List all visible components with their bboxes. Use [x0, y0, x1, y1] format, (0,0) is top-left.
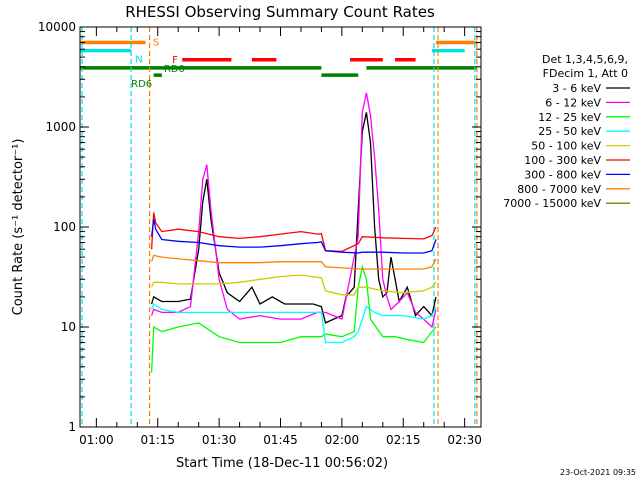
legend-label: 50 - 100 keV [531, 140, 601, 153]
y-tick-label: 10 [61, 320, 76, 334]
legend-header-line1: Det 1,3,4,5,6,9, [542, 53, 628, 66]
legend-label: 3 - 6 keV [552, 82, 601, 95]
legend-label: 7000 - 15000 keV [503, 197, 601, 210]
legend-label: 12 - 25 keV [538, 111, 601, 124]
x-axis: 01:00 01:15 01:30 01:45 02:00 02:15 02:30 [79, 27, 482, 447]
x-tick-label: 01:00 [79, 433, 114, 447]
x-tick-label: 02:00 [325, 433, 360, 447]
x-tick-label: 02:15 [386, 433, 421, 447]
series-line-6-12-kev [150, 92, 437, 329]
footer-timestamp: 23-Oct-2021 09:35 [560, 468, 636, 477]
x-tick-label: 01:15 [140, 433, 175, 447]
y-tick-label: 10000 [38, 20, 76, 34]
series-line-25-50-kev [150, 303, 437, 344]
x-tick-label: 01:45 [263, 433, 298, 447]
flag-label-n: N [135, 55, 142, 66]
legend-label: 100 - 300 keV [524, 154, 601, 167]
series-line-300-800-kev [150, 218, 437, 254]
series-lines [150, 92, 437, 373]
series-line-100-300-kev [150, 212, 437, 253]
series-line-50-100-kev [151, 274, 437, 296]
legend-label: 300 - 800 keV [524, 168, 601, 181]
x-axis-label: Start Time (18-Dec-11 00:56:02) [176, 456, 388, 471]
x-tick-label: 01:30 [202, 433, 237, 447]
legend-label: 6 - 12 keV [545, 96, 601, 109]
flag-label-s: S [153, 37, 159, 48]
legend-label: 25 - 50 keV [538, 125, 601, 138]
legend: Det 1,3,4,5,6,9, FDecim 1, Att 0 3 - 6 k… [503, 53, 630, 210]
flag-label-rd6: RD6 [131, 79, 152, 90]
flag-label-rd0: RD0 [164, 64, 185, 75]
y-tick-label: 1000 [45, 120, 76, 134]
y-tick-label: 1 [68, 420, 76, 434]
legend-header-line2: FDecim 1, Att 0 [543, 67, 628, 80]
y-axis-label: Count Rate (s⁻¹ detector⁻¹) [11, 139, 26, 316]
y-tick-label: 100 [53, 220, 76, 234]
series-line-12-25-kev [150, 264, 437, 373]
flag-label-f: F [172, 55, 178, 66]
chart-title: RHESSI Observing Summary Count Rates [125, 3, 435, 21]
y-axis: 1 10 100 1000 10000 [38, 20, 481, 434]
x-tick-label: 02:30 [447, 433, 482, 447]
legend-label: 800 - 7000 keV [517, 183, 601, 196]
series-line-800-7000-kev [150, 254, 437, 270]
series-line-3-6-kev [150, 112, 437, 324]
